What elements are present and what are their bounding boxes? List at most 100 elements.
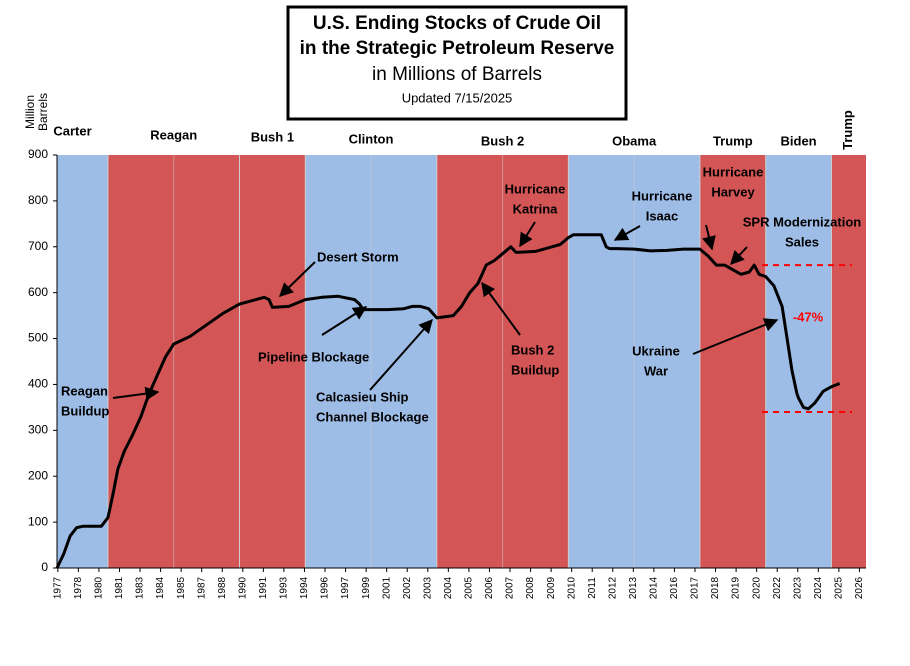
- x-tick-label: 1997: [340, 576, 351, 599]
- data-line: [55, 233, 841, 569]
- annotation: SPR Modernization: [743, 214, 862, 229]
- term-band: [831, 155, 866, 568]
- annotation: Isaac: [646, 208, 679, 223]
- term-band: [765, 155, 832, 568]
- x-tick-label: 1977: [52, 576, 63, 599]
- y-tick-label: 800: [28, 193, 48, 207]
- term-label: Trump: [840, 110, 855, 150]
- annotation-arrow: [519, 221, 536, 248]
- annotation: Ukraine: [632, 343, 680, 358]
- y-tick-label: 400: [28, 377, 48, 391]
- x-tick-label: 1981: [114, 576, 125, 599]
- x-tick-label: 2012: [607, 576, 618, 599]
- x-tick-label: 2010: [566, 576, 577, 599]
- x-tick-label: 2023: [792, 576, 803, 599]
- annotation-arrow: [278, 261, 316, 297]
- annotation: Harvey: [711, 184, 755, 199]
- annotation: Buildup: [511, 362, 559, 377]
- updated-note: Updated 7/15/2025: [402, 90, 513, 105]
- x-tick-label: 2011: [587, 577, 598, 599]
- y-axis-label: Barrels: [36, 93, 50, 131]
- annotation: Hurricane: [703, 164, 764, 179]
- y-tick-label: 300: [28, 423, 48, 437]
- x-tick-label: 2009: [546, 576, 557, 599]
- term-band: [57, 155, 108, 568]
- x-tick-label: 1996: [320, 576, 331, 599]
- x-tick-label: 1990: [237, 576, 248, 599]
- x-tick-label: 2003: [422, 576, 433, 599]
- x-tick-label: 2005: [464, 576, 475, 599]
- x-tick-label: 2004: [443, 576, 454, 599]
- annotation-arrow: [692, 318, 779, 355]
- y-tick-label: 0: [41, 560, 48, 574]
- y-tick-label: 700: [28, 239, 48, 253]
- chart-title: U.S. Ending Stocks of Crude Oil: [313, 13, 601, 34]
- y-tick-label: 900: [28, 147, 48, 161]
- term-label: Bush 2: [481, 133, 524, 148]
- term-band: [239, 155, 306, 568]
- annotation: Hurricane: [505, 181, 566, 196]
- annotation-arrow: [613, 225, 641, 241]
- y-axis-label: Million: [23, 95, 37, 129]
- annotation: Calcasieu Ship: [316, 389, 409, 404]
- y-tick-label: 500: [28, 331, 48, 345]
- x-tick-label: 1994: [299, 576, 310, 599]
- x-tick-label: 1984: [155, 576, 166, 599]
- term-label: Bush 1: [251, 129, 294, 144]
- annotation: Pipeline Blockage: [258, 349, 369, 364]
- x-tick-label: 1987: [196, 576, 207, 599]
- annotation: Bush 2: [511, 342, 554, 357]
- x-tick-label: 2013: [628, 576, 639, 599]
- x-tick-label: 2002: [402, 576, 413, 599]
- x-tick-label: 2025: [834, 576, 845, 599]
- x-tick-label: 2016: [669, 576, 680, 599]
- annotation: Sales: [785, 234, 819, 249]
- x-tick-label: 2001: [381, 576, 392, 599]
- annotation-arrow: [369, 318, 433, 391]
- x-tick-label: 1985: [176, 576, 187, 599]
- x-tick-label: 2018: [710, 576, 721, 599]
- annotation-arrow: [730, 246, 748, 266]
- title-box: [286, 5, 628, 121]
- y-tick-label: 100: [28, 514, 48, 528]
- annotation-arrow: [321, 306, 368, 336]
- term-label: Reagan: [150, 127, 197, 142]
- x-tick-label: 1993: [279, 576, 290, 599]
- x-tick-label: 2019: [731, 576, 742, 599]
- x-tick-label: 2024: [813, 576, 824, 599]
- x-tick-label: 2014: [649, 576, 660, 599]
- annotation-arrow: [702, 224, 716, 251]
- term-label: Biden: [781, 133, 817, 148]
- x-tick-label: 1999: [361, 576, 372, 599]
- term-label: Clinton: [349, 131, 394, 146]
- x-tick-label: 1983: [135, 576, 146, 599]
- annotation: War: [644, 363, 668, 378]
- chart-title: in the Strategic Petroleum Reserve: [300, 38, 615, 59]
- x-tick-label: 1988: [217, 576, 228, 599]
- y-tick-label: 600: [28, 285, 48, 299]
- x-tick-label: 1980: [94, 576, 105, 599]
- x-tick-label: 2006: [484, 576, 495, 599]
- annotation-arrow: [112, 386, 160, 401]
- annotation-arrow: [481, 281, 521, 336]
- annotation: Desert Storm: [317, 249, 399, 264]
- chart-subtitle: in Millions of Barrels: [372, 64, 542, 85]
- x-tick-label: 2007: [505, 576, 516, 599]
- term-label: Trump: [713, 133, 753, 148]
- term-band: [699, 155, 766, 568]
- x-tick-label: 2008: [525, 576, 536, 599]
- x-tick-label: 2017: [690, 576, 701, 599]
- x-tick-label: 2026: [854, 576, 865, 599]
- x-tick-label: 2022: [772, 576, 783, 599]
- annotation: Buildup: [61, 403, 109, 418]
- x-tick-label: 1991: [258, 576, 269, 599]
- annotation: Katrina: [513, 201, 559, 216]
- x-tick-label: 1978: [73, 576, 84, 599]
- x-tick-label: 2020: [751, 576, 762, 599]
- annotation: Hurricane: [632, 188, 693, 203]
- term-label: Obama: [612, 133, 657, 148]
- y-tick-label: 200: [28, 468, 48, 482]
- term-label: Carter: [53, 123, 91, 138]
